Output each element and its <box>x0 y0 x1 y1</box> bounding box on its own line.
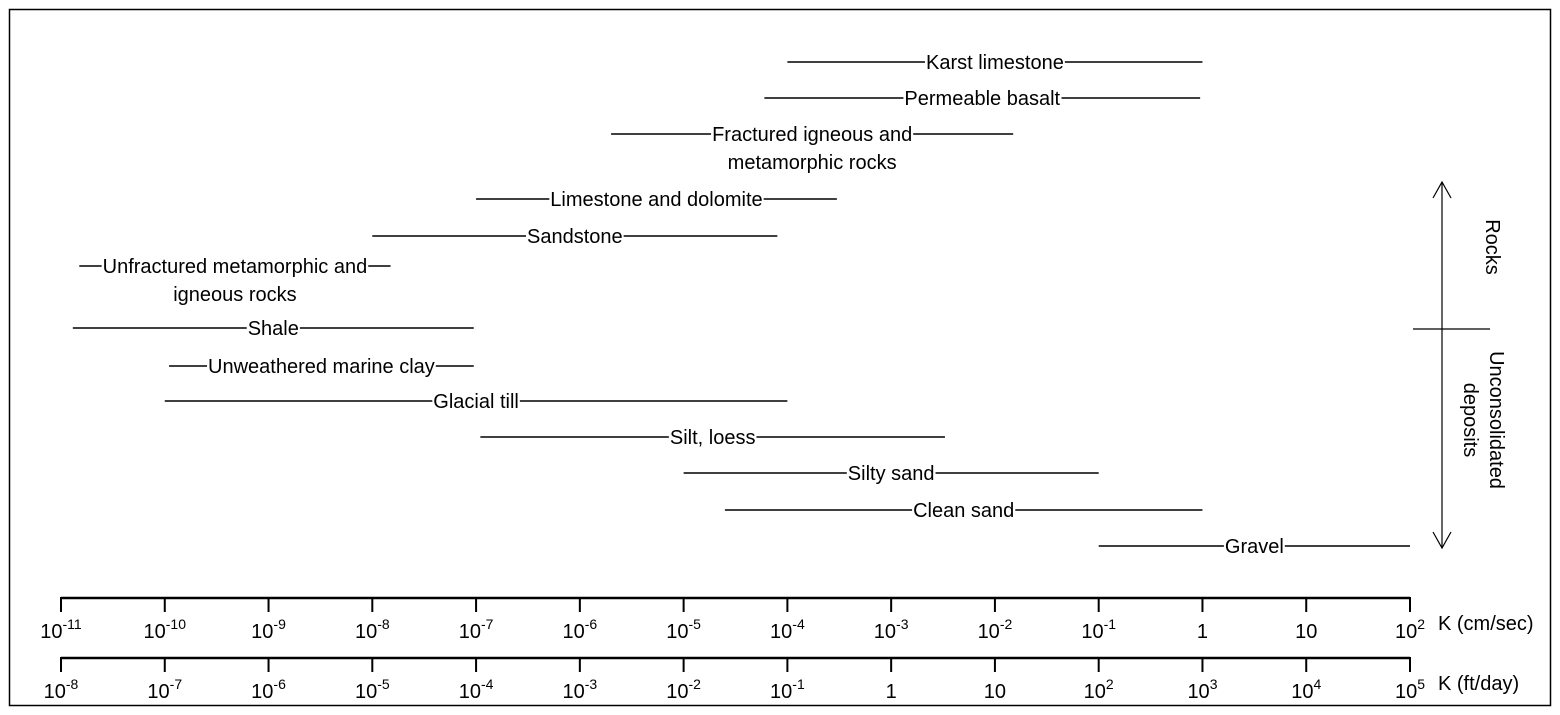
tick-label: 10-4 <box>770 616 805 643</box>
range-label-shale: Shale <box>248 318 299 340</box>
tick-label: 10-8 <box>44 676 79 703</box>
range-gravel: Gravel <box>1098 532 1410 558</box>
range-label-bg-clean-sand <box>912 496 1016 520</box>
tick-label: 102 <box>1395 616 1425 643</box>
ranges-layer: Karst limestone Permeable basalt Fractured… <box>72 48 1410 558</box>
range-label-bg-gravel <box>1223 532 1285 556</box>
range-permeable-basalt: Permeable basalt <box>764 84 1201 110</box>
axis-unit-label: K (cm/sec) <box>1438 613 1534 635</box>
range-label-bg-glacial-till <box>432 387 520 411</box>
range-label-bg-limestone-and-dolomite <box>549 185 764 209</box>
range-label-gravel: Gravel <box>1225 536 1284 558</box>
tick-label: 10-7 <box>459 616 494 643</box>
tick-label: 1 <box>886 681 897 703</box>
range-label-fractured-igneous-and: Fractured igneous and metamorphic rocks <box>712 124 912 174</box>
arrow-down-icon <box>1432 531 1452 550</box>
tick-label: 10 <box>984 681 1006 703</box>
tick-label: 10-3 <box>562 676 597 703</box>
range-glacial-till: Glacial till <box>164 387 788 413</box>
axis-ft-per-day: 10-8 10-7 10-6 10-5 10-4 10-3 10-2 10-1 1 10 102 10… <box>44 656 1519 703</box>
tick-label: 10-5 <box>355 676 390 703</box>
tick-label: 105 <box>1395 676 1425 703</box>
range-shale: Shale <box>72 314 474 340</box>
range-label-bg-fractured-igneous-and <box>711 120 914 144</box>
tick-label: 10-3 <box>874 616 909 643</box>
tick-label: 10-6 <box>562 616 597 643</box>
range-clean-sand: Clean sand <box>724 496 1203 522</box>
tick-label: 10-7 <box>147 676 182 703</box>
range-label-bg-unweathered-marine-clay <box>207 352 436 376</box>
arrow-up-icon <box>1432 180 1452 199</box>
group-label-unconsolidated: Unconsolidateddeposits <box>1459 351 1507 489</box>
tick-label: 10-1 <box>770 676 805 703</box>
axis-cm-per-sec: 10-11 10-10 10-9 10-8 10-7 10-6 10-5 10-4 10-3 10… <box>40 596 1534 643</box>
tick-label: 10-11 <box>40 616 82 643</box>
range-unfractured-metamorphic-and: Unfractured metamorphic and igneous rocks <box>79 252 391 306</box>
tick-label: 102 <box>1084 676 1114 703</box>
tick-label: 103 <box>1187 676 1217 703</box>
range-label-unweathered-marine-clay: Unweathered marine clay <box>208 356 435 378</box>
range-label-karst-limestone: Karst limestone <box>926 52 1064 74</box>
group-indicator: Rocks Unconsolidateddeposits <box>1413 180 1507 550</box>
tick-label: 10-8 <box>355 616 390 643</box>
range-label-sandstone: Sandstone <box>527 226 623 248</box>
range-label-glacial-till: Glacial till <box>433 391 519 413</box>
tick-label: 10-2 <box>978 616 1013 643</box>
range-label-bg-shale <box>246 314 300 338</box>
tick-label: 104 <box>1291 676 1321 703</box>
range-label-bg-unfractured-metamorphic-and <box>101 252 369 276</box>
axis-unit-label: K (ft/day) <box>1438 673 1519 695</box>
range-label-bg-sandstone <box>525 222 624 246</box>
chart-frame <box>8 8 1552 707</box>
tick-label: 10-1 <box>1081 616 1116 643</box>
range-fractured-igneous-and: Fractured igneous and metamorphic rocks <box>611 120 1014 174</box>
range-label-clean-sand: Clean sand <box>913 500 1014 522</box>
tick-label: 10-4 <box>459 676 494 703</box>
range-label-limestone-and-dolomite: Limestone and dolomite <box>550 189 762 211</box>
tick-label: 10 <box>1295 621 1317 643</box>
range-label-silt-loess: Silt, loess <box>670 427 756 449</box>
range-sandstone: Sandstone <box>372 222 778 248</box>
range-unweathered-marine-clay: Unweathered marine clay <box>169 352 474 378</box>
range-label-bg-silt-loess <box>668 423 757 447</box>
range-label-bg-permeable-basalt <box>903 84 1062 108</box>
tick-label: 10-5 <box>666 616 701 643</box>
range-label-unfractured-metamorphic-and: Unfractured metamorphic and igneous rocks <box>103 256 368 306</box>
range-silty-sand: Silty sand <box>683 459 1099 485</box>
range-label-permeable-basalt: Permeable basalt <box>904 88 1060 110</box>
group-label-rocks: Rocks <box>1481 219 1503 275</box>
tick-label: 10-2 <box>666 676 701 703</box>
range-label-bg-karst-limestone <box>925 48 1065 72</box>
range-label-bg-silty-sand <box>846 459 936 483</box>
tick-label: 10-9 <box>251 616 286 643</box>
tick-label: 1 <box>1197 621 1208 643</box>
tick-label: 10-6 <box>251 676 286 703</box>
range-silt-loess: Silt, loess <box>480 423 945 449</box>
range-label-silty-sand: Silty sand <box>848 463 935 485</box>
axes-layer: 10-11 10-10 10-9 10-8 10-7 10-6 10-5 10-4 10-3 10… <box>40 596 1534 703</box>
tick-label: 10-10 <box>144 616 187 643</box>
range-karst-limestone: Karst limestone <box>787 48 1203 74</box>
range-limestone-and-dolomite: Limestone and dolomite <box>476 185 837 211</box>
